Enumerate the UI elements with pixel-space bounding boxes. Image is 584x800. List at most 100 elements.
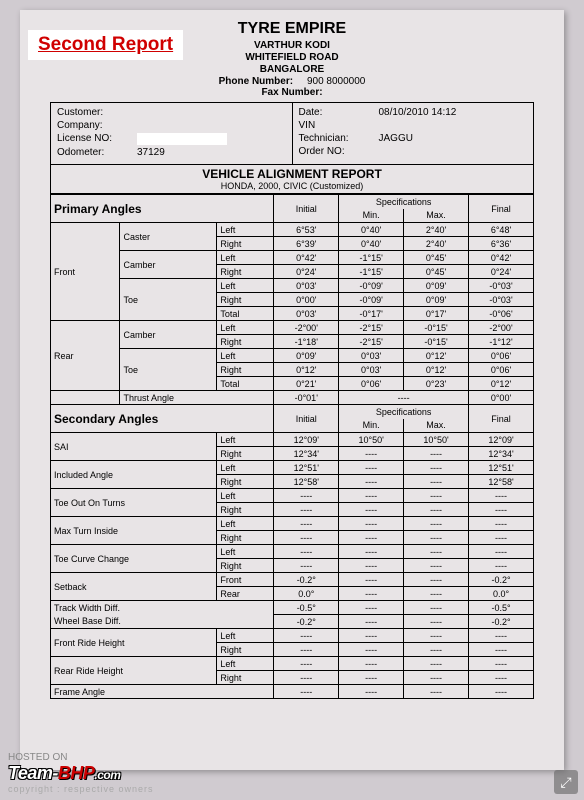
side-label: Left xyxy=(217,517,274,531)
copyright-text: copyright : respective owners xyxy=(8,784,154,794)
watermark: HOSTED ON Team-BHP.com copyright : respe… xyxy=(8,752,154,794)
fax-label: Fax Number: xyxy=(261,87,322,98)
val: ---- xyxy=(404,517,469,531)
side-label: Right xyxy=(217,671,274,685)
side-label: Left xyxy=(217,349,274,363)
val: -0°06' xyxy=(469,307,534,321)
val: 0°23' xyxy=(404,377,469,391)
document-paper: TYRE EMPIRE VARTHUR KODI WHITEFIELD ROAD… xyxy=(20,10,564,770)
side-label: Right xyxy=(217,265,274,279)
val: ---- xyxy=(339,615,404,629)
val: -0°03' xyxy=(469,293,534,307)
col-max: Max. xyxy=(404,209,469,223)
side-label: Right xyxy=(217,335,274,349)
col-initial: Initial xyxy=(274,405,339,433)
val: ---- xyxy=(469,503,534,517)
table-row: Toe Out On TurnsLeft---------------- xyxy=(51,489,534,503)
val: ---- xyxy=(404,447,469,461)
val: ---- xyxy=(469,489,534,503)
report-subtitle: HONDA, 2000, CIVIC (Customized) xyxy=(51,181,533,191)
val: -2°15' xyxy=(339,321,404,335)
val: ---- xyxy=(404,461,469,475)
report-title-box: VEHICLE ALIGNMENT REPORT HONDA, 2000, CI… xyxy=(50,165,534,194)
val: 0°06' xyxy=(339,377,404,391)
val: ---- xyxy=(274,559,339,573)
val: -0°15' xyxy=(404,335,469,349)
table-row: Rear Ride HeightLeft---------------- xyxy=(51,657,534,671)
odometer-value: 37129 xyxy=(137,147,286,158)
col-min: Min. xyxy=(339,419,404,433)
val: 12°58' xyxy=(274,475,339,489)
side-label: Left xyxy=(217,545,274,559)
side-label: Left xyxy=(217,321,274,335)
val: 0°12' xyxy=(404,349,469,363)
side-label: Left xyxy=(217,461,274,475)
val: 2°40' xyxy=(404,237,469,251)
side-label: Right xyxy=(217,503,274,517)
val: ---- xyxy=(404,475,469,489)
val: 0.0° xyxy=(469,587,534,601)
side-label: Left xyxy=(217,657,274,671)
val: 0°21' xyxy=(274,377,339,391)
val: -0°15' xyxy=(404,321,469,335)
setback-label: Setback xyxy=(51,573,217,601)
val: ---- xyxy=(469,629,534,643)
expand-icon[interactable]: ⤢ xyxy=(554,770,578,794)
val: ---- xyxy=(404,615,469,629)
val: 0°00' xyxy=(469,391,534,405)
val: 6°53' xyxy=(274,223,339,237)
val: 0°12' xyxy=(404,363,469,377)
val: -0.2° xyxy=(469,615,534,629)
val: 6°48' xyxy=(469,223,534,237)
logo-team: Team- xyxy=(8,763,58,783)
table-row: Secondary Angles Initial Specifications … xyxy=(51,405,534,419)
val: ---- xyxy=(404,629,469,643)
val: ---- xyxy=(274,545,339,559)
val: ---- xyxy=(404,601,469,615)
val: ---- xyxy=(469,531,534,545)
val: ---- xyxy=(339,503,404,517)
license-value xyxy=(137,133,286,145)
val: 0°03' xyxy=(339,349,404,363)
table-row: Wheel Base Diff.-0.2°---------0.2° xyxy=(51,615,534,629)
val: 12°51' xyxy=(469,461,534,475)
val: 12°09' xyxy=(274,433,339,447)
val: ---- xyxy=(339,643,404,657)
val: ---- xyxy=(404,545,469,559)
side-label: Rear xyxy=(217,587,274,601)
val: -0.5° xyxy=(274,601,339,615)
redacted-block xyxy=(137,133,227,145)
val: 0°00' xyxy=(274,293,339,307)
col-max: Max. xyxy=(404,419,469,433)
table-row: Included AngleLeft12°51'--------12°51' xyxy=(51,461,534,475)
val: 0°03' xyxy=(274,279,339,293)
val: 6°39' xyxy=(274,237,339,251)
val: 0°17' xyxy=(404,307,469,321)
val: ---- xyxy=(404,587,469,601)
val: 10°50' xyxy=(339,433,404,447)
val: 0°03' xyxy=(339,363,404,377)
val: -0.2° xyxy=(274,615,339,629)
val: 0°09' xyxy=(404,279,469,293)
val: -2°00' xyxy=(469,321,534,335)
val: 12°34' xyxy=(274,447,339,461)
side-label: Right xyxy=(217,559,274,573)
fax-line: Fax Number: xyxy=(50,87,534,98)
val: ---- xyxy=(469,657,534,671)
primary-angles-header: Primary Angles xyxy=(51,195,274,223)
col-final: Final xyxy=(469,405,534,433)
val: ---- xyxy=(339,531,404,545)
val: -0°03' xyxy=(469,279,534,293)
col-min: Min. xyxy=(339,209,404,223)
table-row: RearCamberLeft-2°00'-2°15'-0°15'-2°00' xyxy=(51,321,534,335)
val: ---- xyxy=(339,461,404,475)
val: -0°09' xyxy=(339,293,404,307)
val: ---- xyxy=(274,517,339,531)
val: ---- xyxy=(339,517,404,531)
val: 0°03' xyxy=(274,307,339,321)
val: ---- xyxy=(339,657,404,671)
license-label: License NO: xyxy=(57,133,137,145)
val: ---- xyxy=(404,503,469,517)
hosted-on-label: HOSTED ON xyxy=(8,752,154,763)
val: 0°42' xyxy=(274,251,339,265)
